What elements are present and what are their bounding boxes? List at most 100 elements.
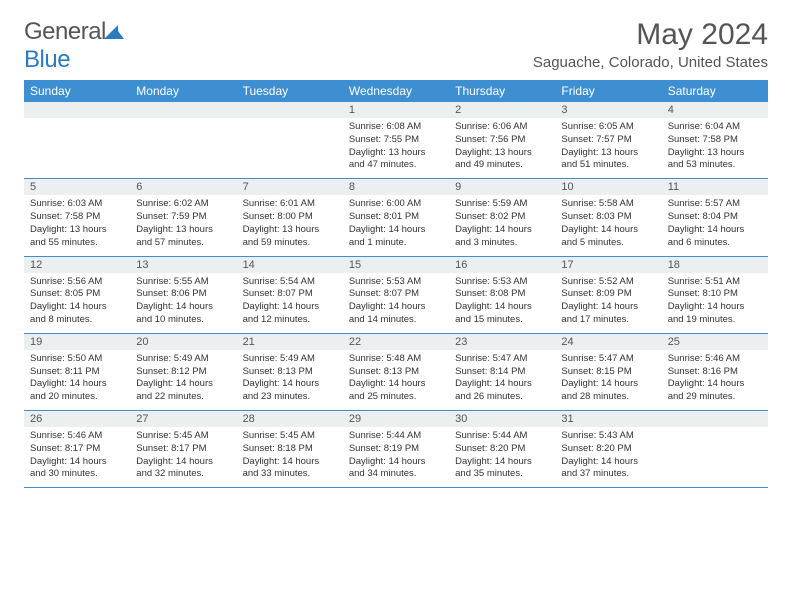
day-number	[662, 411, 768, 427]
calendar-cell: 6Sunrise: 6:02 AMSunset: 7:59 PMDaylight…	[130, 179, 236, 256]
day-data: Sunrise: 5:56 AMSunset: 8:05 PMDaylight:…	[24, 273, 130, 333]
calendar-cell: 5Sunrise: 6:03 AMSunset: 7:58 PMDaylight…	[24, 179, 130, 256]
sunrise-text: Sunrise: 6:01 AM	[243, 198, 337, 211]
day-data: Sunrise: 6:02 AMSunset: 7:59 PMDaylight:…	[130, 195, 236, 255]
calendar-cell: 14Sunrise: 5:54 AMSunset: 8:07 PMDayligh…	[237, 256, 343, 333]
calendar-cell: 9Sunrise: 5:59 AMSunset: 8:02 PMDaylight…	[449, 179, 555, 256]
day-data: Sunrise: 6:06 AMSunset: 7:56 PMDaylight:…	[449, 118, 555, 178]
day-number: 14	[237, 257, 343, 273]
daylight-text: Daylight: 14 hours and 29 minutes.	[668, 378, 762, 404]
sunrise-text: Sunrise: 5:53 AM	[455, 276, 549, 289]
calendar-cell: 18Sunrise: 5:51 AMSunset: 8:10 PMDayligh…	[662, 256, 768, 333]
sunset-text: Sunset: 8:14 PM	[455, 366, 549, 379]
day-data: Sunrise: 5:44 AMSunset: 8:19 PMDaylight:…	[343, 427, 449, 487]
daylight-text: Daylight: 14 hours and 23 minutes.	[243, 378, 337, 404]
calendar-cell: 31Sunrise: 5:43 AMSunset: 8:20 PMDayligh…	[555, 411, 661, 488]
calendar-week-row: 19Sunrise: 5:50 AMSunset: 8:11 PMDayligh…	[24, 333, 768, 410]
location-text: Saguache, Colorado, United States	[533, 54, 768, 71]
day-data: Sunrise: 5:44 AMSunset: 8:20 PMDaylight:…	[449, 427, 555, 487]
month-title: May 2024	[533, 18, 768, 52]
day-number: 3	[555, 102, 661, 118]
sunset-text: Sunset: 8:17 PM	[136, 443, 230, 456]
calendar-cell: 4Sunrise: 6:04 AMSunset: 7:58 PMDaylight…	[662, 102, 768, 179]
day-number: 24	[555, 334, 661, 350]
day-number: 23	[449, 334, 555, 350]
dayname-saturday: Saturday	[662, 80, 768, 102]
page-header: GeneralBlue May 2024 Saguache, Colorado,…	[24, 18, 768, 74]
calendar-cell	[130, 102, 236, 179]
day-number	[237, 102, 343, 118]
day-number: 21	[237, 334, 343, 350]
daylight-text: Daylight: 14 hours and 20 minutes.	[30, 378, 124, 404]
calendar-cell: 13Sunrise: 5:55 AMSunset: 8:06 PMDayligh…	[130, 256, 236, 333]
day-number: 6	[130, 179, 236, 195]
sunrise-text: Sunrise: 5:48 AM	[349, 353, 443, 366]
sunrise-text: Sunrise: 5:53 AM	[349, 276, 443, 289]
sunset-text: Sunset: 8:02 PM	[455, 211, 549, 224]
daylight-text: Daylight: 14 hours and 14 minutes.	[349, 301, 443, 327]
calendar-cell: 1Sunrise: 6:08 AMSunset: 7:55 PMDaylight…	[343, 102, 449, 179]
sunset-text: Sunset: 8:10 PM	[668, 288, 762, 301]
calendar-week-row: 26Sunrise: 5:46 AMSunset: 8:17 PMDayligh…	[24, 411, 768, 488]
day-number: 13	[130, 257, 236, 273]
day-data: Sunrise: 5:58 AMSunset: 8:03 PMDaylight:…	[555, 195, 661, 255]
sunset-text: Sunset: 7:59 PM	[136, 211, 230, 224]
daylight-text: Daylight: 14 hours and 5 minutes.	[561, 224, 655, 250]
sunset-text: Sunset: 8:00 PM	[243, 211, 337, 224]
day-number: 20	[130, 334, 236, 350]
daylight-text: Daylight: 14 hours and 33 minutes.	[243, 456, 337, 482]
calendar-cell	[662, 411, 768, 488]
day-number: 15	[343, 257, 449, 273]
calendar-header-row: Sunday Monday Tuesday Wednesday Thursday…	[24, 80, 768, 102]
day-number: 26	[24, 411, 130, 427]
day-number	[24, 102, 130, 118]
day-number: 7	[237, 179, 343, 195]
daylight-text: Daylight: 14 hours and 10 minutes.	[136, 301, 230, 327]
logo-text-part1: General	[24, 18, 106, 45]
daylight-text: Daylight: 13 hours and 49 minutes.	[455, 147, 549, 173]
logo-text: GeneralBlue	[24, 18, 124, 74]
day-data	[24, 118, 130, 174]
sunrise-text: Sunrise: 6:05 AM	[561, 121, 655, 134]
sunset-text: Sunset: 7:58 PM	[30, 211, 124, 224]
daylight-text: Daylight: 13 hours and 47 minutes.	[349, 147, 443, 173]
logo-text-part2: Blue	[24, 46, 70, 73]
daylight-text: Daylight: 14 hours and 3 minutes.	[455, 224, 549, 250]
sunset-text: Sunset: 8:01 PM	[349, 211, 443, 224]
calendar-cell: 15Sunrise: 5:53 AMSunset: 8:07 PMDayligh…	[343, 256, 449, 333]
logo: GeneralBlue	[24, 18, 124, 74]
day-number: 10	[555, 179, 661, 195]
daylight-text: Daylight: 13 hours and 57 minutes.	[136, 224, 230, 250]
sunrise-text: Sunrise: 5:43 AM	[561, 430, 655, 443]
day-data: Sunrise: 5:47 AMSunset: 8:14 PMDaylight:…	[449, 350, 555, 410]
day-number: 28	[237, 411, 343, 427]
sunrise-text: Sunrise: 5:46 AM	[30, 430, 124, 443]
calendar-cell: 25Sunrise: 5:46 AMSunset: 8:16 PMDayligh…	[662, 333, 768, 410]
day-data	[130, 118, 236, 174]
sunrise-text: Sunrise: 6:04 AM	[668, 121, 762, 134]
day-number: 30	[449, 411, 555, 427]
sunset-text: Sunset: 8:20 PM	[561, 443, 655, 456]
calendar-week-row: 1Sunrise: 6:08 AMSunset: 7:55 PMDaylight…	[24, 102, 768, 179]
day-data: Sunrise: 5:57 AMSunset: 8:04 PMDaylight:…	[662, 195, 768, 255]
calendar-table: Sunday Monday Tuesday Wednesday Thursday…	[24, 80, 768, 488]
sunrise-text: Sunrise: 6:03 AM	[30, 198, 124, 211]
day-data	[237, 118, 343, 174]
day-number: 1	[343, 102, 449, 118]
daylight-text: Daylight: 14 hours and 35 minutes.	[455, 456, 549, 482]
day-data: Sunrise: 5:46 AMSunset: 8:17 PMDaylight:…	[24, 427, 130, 487]
sunrise-text: Sunrise: 5:46 AM	[668, 353, 762, 366]
day-number: 9	[449, 179, 555, 195]
calendar-cell: 28Sunrise: 5:45 AMSunset: 8:18 PMDayligh…	[237, 411, 343, 488]
dayname-wednesday: Wednesday	[343, 80, 449, 102]
day-number: 25	[662, 334, 768, 350]
sunset-text: Sunset: 7:55 PM	[349, 134, 443, 147]
sunrise-text: Sunrise: 5:47 AM	[561, 353, 655, 366]
day-number: 29	[343, 411, 449, 427]
day-data: Sunrise: 5:50 AMSunset: 8:11 PMDaylight:…	[24, 350, 130, 410]
calendar-cell: 11Sunrise: 5:57 AMSunset: 8:04 PMDayligh…	[662, 179, 768, 256]
sunset-text: Sunset: 8:15 PM	[561, 366, 655, 379]
day-data: Sunrise: 5:49 AMSunset: 8:12 PMDaylight:…	[130, 350, 236, 410]
sunset-text: Sunset: 8:12 PM	[136, 366, 230, 379]
day-data: Sunrise: 5:55 AMSunset: 8:06 PMDaylight:…	[130, 273, 236, 333]
